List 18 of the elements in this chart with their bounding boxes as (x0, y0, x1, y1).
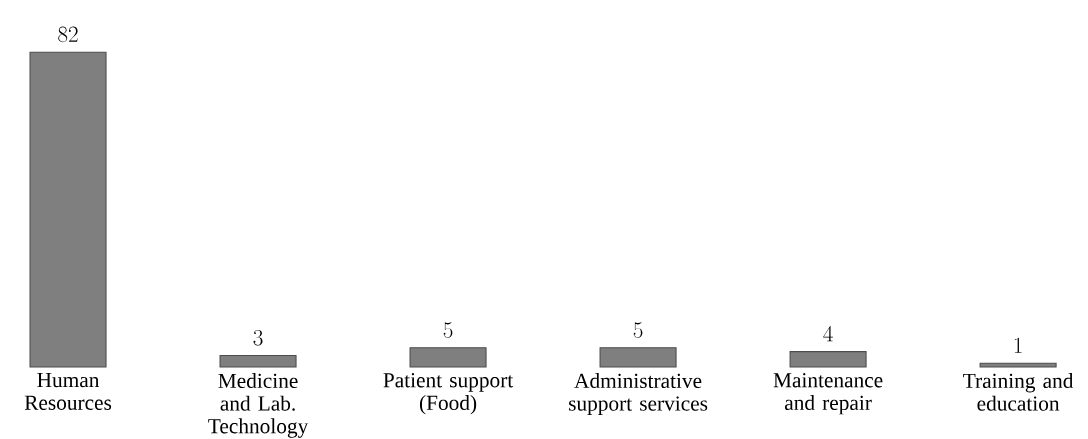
data-label: 3 (253, 329, 263, 346)
bar (219, 354, 297, 368)
x-tick-label: Human Resources (24, 373, 112, 410)
x-tick-label: Training and education (963, 373, 1074, 411)
bar (599, 347, 677, 368)
x-tick-label: Medicine and Lab. Technology (208, 373, 309, 438)
data-label: 1 (1014, 337, 1022, 353)
data-label: 4 (823, 325, 833, 342)
data-label: 5 (633, 322, 643, 338)
data-label: 5 (443, 322, 453, 338)
data-label: 82 (58, 26, 78, 43)
bar (409, 347, 487, 368)
bar (29, 51, 107, 368)
bar (979, 362, 1057, 368)
x-tick-label: Administrative support services (569, 373, 708, 416)
bar (789, 351, 867, 368)
x-tick-label: Maintenance and repair (773, 373, 883, 415)
x-tick-label: Patient support (Food) (383, 373, 514, 415)
